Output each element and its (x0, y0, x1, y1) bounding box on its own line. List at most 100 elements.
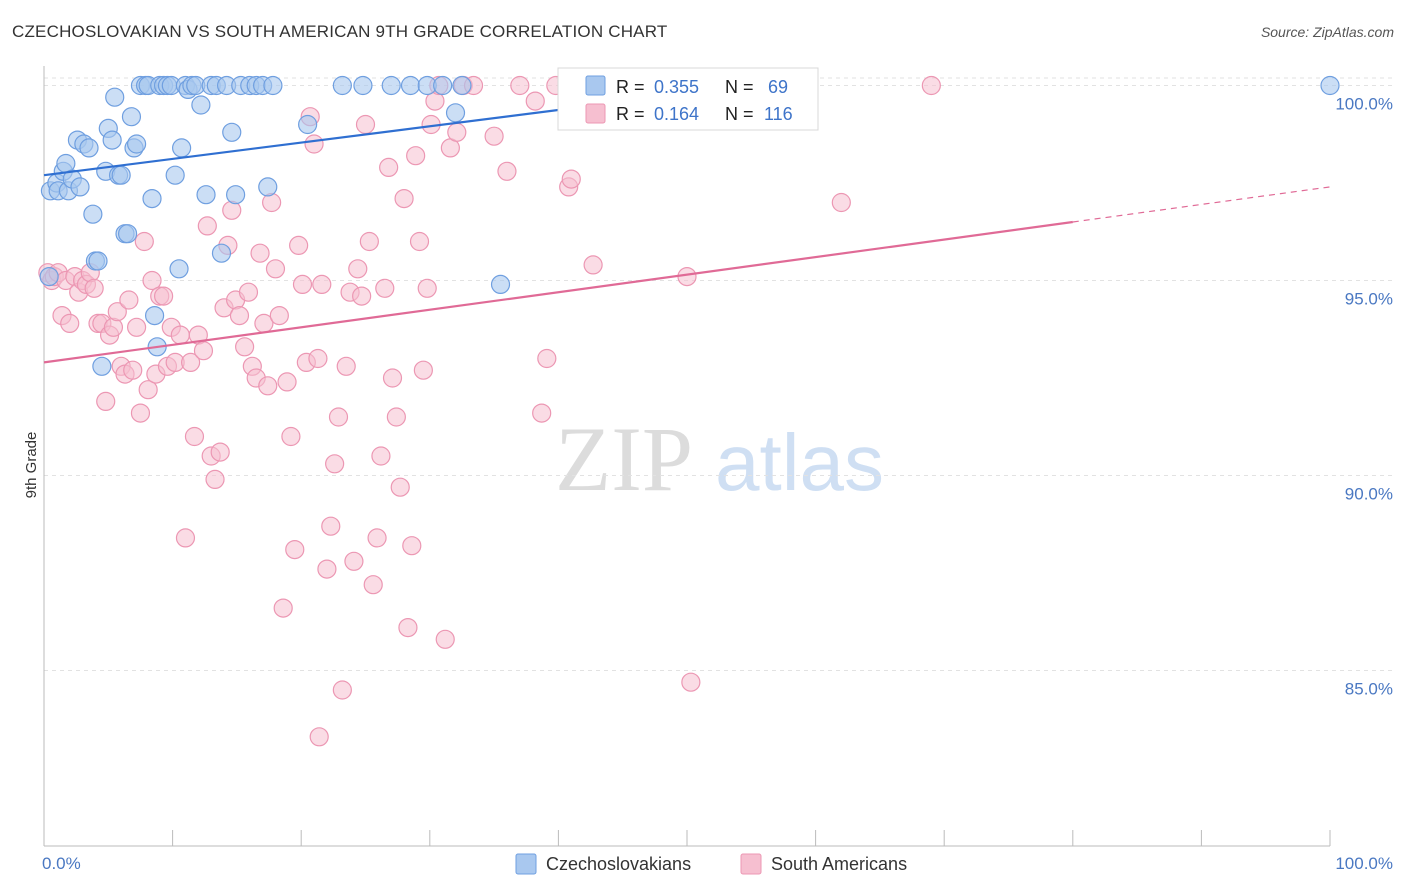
point-south-american (96, 391, 116, 411)
point-south-american (447, 122, 467, 142)
point-south-american (103, 317, 124, 337)
point-south-american (510, 75, 530, 96)
point-czechoslovakian (105, 87, 125, 107)
point-south-american (363, 575, 383, 595)
point-south-american (258, 376, 278, 396)
point-czechoslovakian (191, 95, 211, 115)
point-south-american (402, 536, 422, 556)
point-czechoslovakian (445, 103, 466, 123)
point-south-american (84, 278, 104, 298)
stats-r-label-blue: R = (616, 77, 645, 97)
point-czechoslovakian (400, 75, 421, 96)
point-south-american (130, 403, 151, 423)
y-tick-label: 90.0% (1345, 485, 1393, 504)
point-south-american (921, 75, 941, 96)
point-south-american (406, 146, 426, 166)
point-south-american (325, 454, 345, 474)
point-south-american (435, 629, 455, 649)
point-south-american (561, 169, 581, 189)
stats-n-value-blue: 69 (768, 77, 788, 97)
point-south-american (235, 337, 255, 357)
point-south-american (269, 306, 289, 326)
point-czechoslovakian (172, 138, 192, 158)
point-south-american (250, 243, 270, 263)
point-south-american (229, 306, 250, 326)
stats-legend: R = 0.355 N = 69 R = 0.164 N = 116 (557, 67, 819, 131)
point-south-american (390, 477, 410, 497)
point-south-american (317, 559, 337, 579)
point-south-american (831, 192, 851, 213)
point-south-american (197, 216, 217, 236)
point-south-american (379, 157, 399, 177)
stats-legend-swatch-blue (585, 75, 606, 96)
point-south-american (265, 259, 286, 279)
point-south-american (304, 134, 324, 154)
y-axis-label: 9th Grade (23, 432, 40, 499)
point-south-american (107, 302, 127, 322)
point-south-american (321, 516, 341, 536)
point-czechoslovakian (196, 185, 216, 205)
point-czechoslovakian (111, 165, 131, 185)
point-czechoslovakian (92, 356, 112, 376)
y-tick-label: 100.0% (1335, 95, 1393, 114)
point-south-american (309, 727, 329, 747)
czechoslovakians-points (39, 75, 1340, 376)
point-south-american (153, 286, 174, 306)
point-south-american (355, 114, 376, 135)
point-south-american (413, 360, 433, 380)
point-south-american (205, 469, 225, 489)
point-south-american (134, 231, 154, 252)
legend-swatch-czechoslovakians (515, 853, 537, 875)
point-czechoslovakian (433, 75, 453, 96)
x-tick-label-max: 100.0% (1335, 854, 1393, 873)
x-tick-label-min: 0.0% (42, 854, 81, 873)
point-south-american (348, 259, 368, 279)
point-czechoslovakian (102, 130, 122, 150)
point-czechoslovakian (263, 75, 283, 96)
watermark-zip: ZIP (555, 408, 693, 510)
point-czechoslovakian (144, 306, 165, 326)
point-czechoslovakian (222, 122, 242, 142)
y-tick-label: 95.0% (1345, 290, 1393, 309)
point-south-american (398, 617, 418, 638)
point-south-american (332, 680, 352, 700)
point-south-american (537, 348, 557, 369)
point-czechoslovakian (211, 243, 232, 263)
point-south-american (289, 235, 309, 255)
point-czechoslovakian (83, 204, 103, 224)
point-czechoslovakian (298, 114, 318, 135)
point-czechoslovakian (165, 165, 185, 185)
point-south-american (394, 189, 414, 209)
y-tick-labels: 85.0% 90.0% 95.0% 100.0% (1335, 95, 1393, 699)
point-czechoslovakian (79, 138, 99, 158)
point-czechoslovakian (39, 267, 59, 287)
point-south-american (210, 442, 230, 462)
point-czechoslovakian (169, 259, 189, 279)
stats-r-value-blue: 0.355 (654, 77, 699, 97)
grid-lines (44, 77, 1395, 671)
point-czechoslovakian (226, 185, 246, 205)
point-czechoslovakian (353, 75, 373, 96)
point-south-american (273, 598, 293, 618)
bottom-legend: Czechoslovakians South Americans (515, 853, 907, 875)
point-south-american (336, 356, 356, 376)
point-south-american (371, 446, 391, 466)
point-czechoslovakian (121, 107, 142, 127)
point-south-american (359, 231, 379, 252)
chart-title: CZECHOSLOVAKIAN VS SOUTH AMERICAN 9TH GR… (12, 22, 668, 41)
point-czechoslovakian (117, 224, 138, 244)
point-south-american (123, 360, 143, 380)
point-south-american (352, 286, 372, 306)
point-south-american (386, 407, 406, 427)
point-south-american (60, 313, 80, 333)
point-south-american (184, 426, 205, 447)
point-south-american (484, 126, 504, 146)
point-south-american (382, 368, 403, 388)
point-south-american (193, 341, 214, 361)
point-czechoslovakian (490, 274, 511, 294)
point-south-american (170, 325, 190, 345)
legend-swatch-south-americans (740, 853, 762, 875)
watermark-atlas: atlas (715, 418, 884, 507)
stats-legend-swatch-pink (585, 103, 606, 124)
point-czechoslovakian (142, 189, 162, 209)
